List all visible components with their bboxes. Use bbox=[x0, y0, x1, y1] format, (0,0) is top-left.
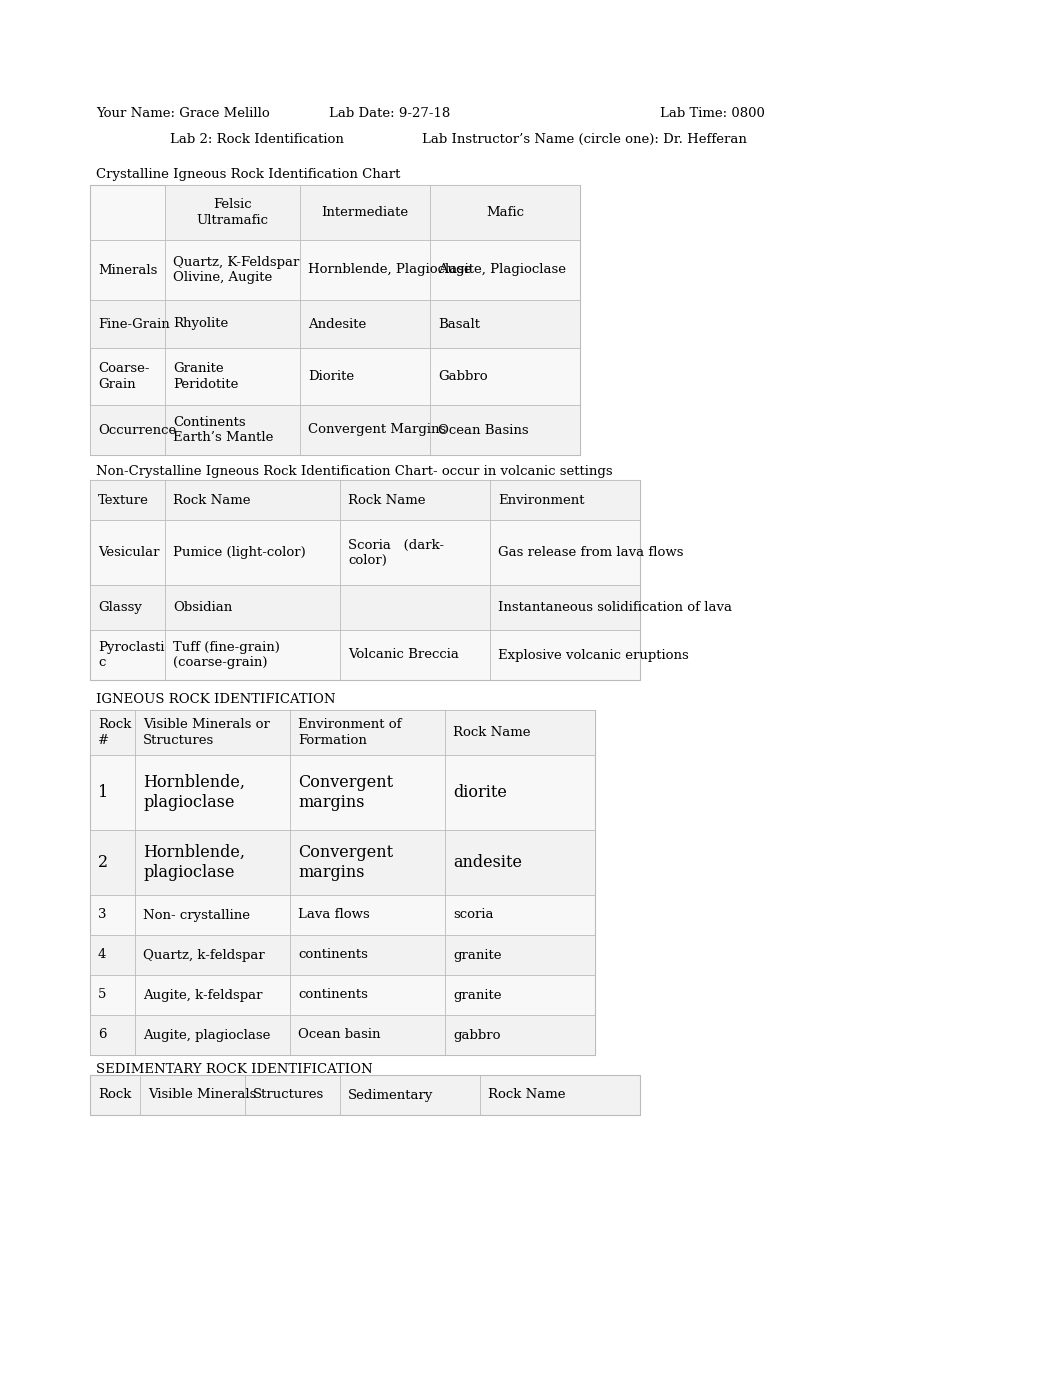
Text: Pumice (light-color): Pumice (light-color) bbox=[173, 547, 306, 559]
Text: Crystalline Igneous Rock Identification Chart: Crystalline Igneous Rock Identification … bbox=[96, 168, 400, 180]
Bar bbox=[90, 1015, 595, 1055]
Text: Rock Name: Rock Name bbox=[489, 1088, 565, 1102]
Text: Augite, plagioclase: Augite, plagioclase bbox=[143, 1029, 271, 1041]
Text: Felsic
Ultramafic: Felsic Ultramafic bbox=[196, 198, 269, 226]
Bar bbox=[90, 711, 595, 755]
Text: Texture: Texture bbox=[98, 493, 149, 507]
Bar bbox=[90, 481, 640, 680]
Bar bbox=[90, 935, 595, 975]
Text: Lab Date: 9-27-18: Lab Date: 9-27-18 bbox=[329, 107, 450, 120]
Text: Hornblende, Plagioclase: Hornblende, Plagioclase bbox=[308, 263, 472, 277]
Text: Hornblende,
plagioclase: Hornblende, plagioclase bbox=[143, 774, 245, 811]
Bar bbox=[90, 185, 580, 454]
Text: Granite
Peridotite: Granite Peridotite bbox=[173, 362, 238, 391]
Text: Tuff (fine-grain)
(coarse-grain): Tuff (fine-grain) (coarse-grain) bbox=[173, 642, 280, 669]
Text: Lab Time: 0800: Lab Time: 0800 bbox=[660, 107, 765, 120]
Text: Volcanic Breccia: Volcanic Breccia bbox=[348, 649, 459, 661]
Text: Non-Crystalline Igneous Rock Identification Chart- occur in volcanic settings: Non-Crystalline Igneous Rock Identificat… bbox=[96, 465, 613, 478]
Bar bbox=[165, 185, 580, 240]
Text: Rhyolite: Rhyolite bbox=[173, 318, 228, 330]
Text: Convergent
margins: Convergent margins bbox=[298, 774, 393, 811]
Text: Basalt: Basalt bbox=[438, 318, 480, 330]
Text: Scoria   (dark-
color): Scoria (dark- color) bbox=[348, 538, 444, 566]
Text: Mafic: Mafic bbox=[486, 207, 524, 219]
Text: Lava flows: Lava flows bbox=[298, 909, 370, 921]
Text: Gas release from lava flows: Gas release from lava flows bbox=[498, 547, 684, 559]
Text: 3: 3 bbox=[98, 909, 106, 921]
Text: Pyroclasti
c: Pyroclasti c bbox=[98, 642, 165, 669]
Bar bbox=[90, 481, 640, 521]
Text: granite: granite bbox=[453, 949, 501, 961]
Text: Fine-Grain: Fine-Grain bbox=[98, 318, 170, 330]
Bar bbox=[90, 1075, 640, 1115]
Text: Ocean Basins: Ocean Basins bbox=[438, 424, 529, 437]
Text: Occurrence: Occurrence bbox=[98, 424, 176, 437]
Text: 4: 4 bbox=[98, 949, 106, 961]
Text: Rock Name: Rock Name bbox=[453, 726, 531, 739]
Text: Augite, k-feldspar: Augite, k-feldspar bbox=[143, 989, 262, 1001]
Text: Vesicular: Vesicular bbox=[98, 547, 159, 559]
Text: Andesite: Andesite bbox=[308, 318, 366, 330]
Text: SEDIMENTARY ROCK IDENTIFICATION: SEDIMENTARY ROCK IDENTIFICATION bbox=[96, 1063, 373, 1075]
Text: Non- crystalline: Non- crystalline bbox=[143, 909, 250, 921]
Text: Environment of
Formation: Environment of Formation bbox=[298, 719, 401, 746]
Bar bbox=[90, 711, 595, 1055]
Text: 6: 6 bbox=[98, 1029, 106, 1041]
Text: Sedimentary: Sedimentary bbox=[348, 1088, 433, 1102]
Text: Diorite: Diorite bbox=[308, 370, 354, 383]
Text: Ocean basin: Ocean basin bbox=[298, 1029, 380, 1041]
Text: Obsidian: Obsidian bbox=[173, 600, 233, 614]
Bar bbox=[90, 830, 595, 895]
Text: Instantaneous solidification of lava: Instantaneous solidification of lava bbox=[498, 600, 732, 614]
Text: diorite: diorite bbox=[453, 784, 507, 801]
Text: Quartz, k-feldspar: Quartz, k-feldspar bbox=[143, 949, 264, 961]
Text: gabbro: gabbro bbox=[453, 1029, 500, 1041]
Text: Environment: Environment bbox=[498, 493, 584, 507]
Bar bbox=[90, 300, 580, 348]
Text: continents: continents bbox=[298, 949, 367, 961]
Text: 5: 5 bbox=[98, 989, 106, 1001]
Text: Minerals: Minerals bbox=[98, 263, 157, 277]
Text: Lab Instructor’s Name (circle one): Dr. Hefferan: Lab Instructor’s Name (circle one): Dr. … bbox=[422, 134, 747, 146]
Text: Lab 2: Rock Identification: Lab 2: Rock Identification bbox=[170, 134, 344, 146]
Text: Gabbro: Gabbro bbox=[438, 370, 487, 383]
Text: Rock Name: Rock Name bbox=[173, 493, 251, 507]
Text: Hornblende,
plagioclase: Hornblende, plagioclase bbox=[143, 844, 245, 881]
Text: Your Name: Grace Melillo: Your Name: Grace Melillo bbox=[96, 107, 270, 120]
Text: Continents
Earth’s Mantle: Continents Earth’s Mantle bbox=[173, 416, 273, 443]
Text: Rock Name: Rock Name bbox=[348, 493, 426, 507]
Text: Augite, Plagioclase: Augite, Plagioclase bbox=[438, 263, 566, 277]
Text: Coarse-
Grain: Coarse- Grain bbox=[98, 362, 150, 391]
Text: Convergent Margins: Convergent Margins bbox=[308, 424, 446, 437]
Bar bbox=[90, 405, 580, 454]
Text: scoria: scoria bbox=[453, 909, 494, 921]
Text: Rock
#: Rock # bbox=[98, 719, 132, 746]
Text: Quartz, K-Feldspar
Olivine, Augite: Quartz, K-Feldspar Olivine, Augite bbox=[173, 256, 299, 284]
Text: Structures: Structures bbox=[253, 1088, 324, 1102]
Text: Convergent
margins: Convergent margins bbox=[298, 844, 393, 881]
Text: 1: 1 bbox=[98, 784, 108, 801]
Text: andesite: andesite bbox=[453, 854, 523, 872]
Text: Visible Minerals or
Structures: Visible Minerals or Structures bbox=[143, 719, 270, 746]
Text: Glassy: Glassy bbox=[98, 600, 142, 614]
Text: Visible Minerals: Visible Minerals bbox=[148, 1088, 256, 1102]
Text: continents: continents bbox=[298, 989, 367, 1001]
Text: Explosive volcanic eruptions: Explosive volcanic eruptions bbox=[498, 649, 689, 661]
Text: 2: 2 bbox=[98, 854, 108, 872]
Text: IGNEOUS ROCK IDENTIFICATION: IGNEOUS ROCK IDENTIFICATION bbox=[96, 693, 336, 706]
Text: Intermediate: Intermediate bbox=[322, 207, 409, 219]
Bar bbox=[90, 585, 640, 631]
Text: Rock: Rock bbox=[98, 1088, 132, 1102]
Text: granite: granite bbox=[453, 989, 501, 1001]
